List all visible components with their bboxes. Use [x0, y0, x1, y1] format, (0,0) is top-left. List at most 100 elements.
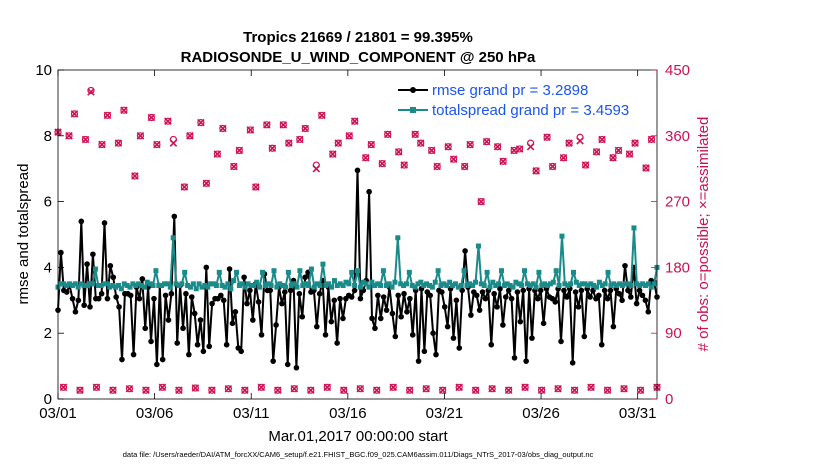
- obs-possible-point: [323, 383, 331, 391]
- rmse-point: [433, 351, 439, 358]
- totalspread-point: [498, 268, 504, 274]
- obs-assimilated-point: [405, 386, 414, 394]
- obs-assimilated-point: [515, 145, 524, 153]
- totalspread-point: [211, 281, 217, 287]
- obs-assimilated-point: [598, 135, 606, 144]
- totalspread-point: [317, 282, 323, 288]
- rmse-point: [337, 295, 343, 302]
- rmse-point: [250, 317, 256, 323]
- obs-assimilated-point: [114, 139, 123, 147]
- obs-possible-point: [631, 139, 639, 147]
- rmse-point: [223, 341, 230, 348]
- totalspread-point: [153, 268, 159, 274]
- totalspread-point: [300, 282, 306, 288]
- rmse-point: [174, 340, 181, 346]
- obs-possible-point: [433, 162, 441, 171]
- totalspread-point: [380, 268, 386, 274]
- totalspread-point: [236, 282, 242, 288]
- obs-possible-point: [263, 121, 271, 129]
- obs-assimilated-point: [142, 386, 150, 394]
- y-right-tick-label: 0: [665, 391, 673, 408]
- rmse-point: [116, 304, 122, 310]
- legend-totalspread-marker: [410, 107, 416, 113]
- obs-assimilated-point: [427, 146, 436, 155]
- rmse-point: [113, 294, 119, 300]
- obs-assimilated-point: [361, 153, 370, 162]
- rmse-point: [642, 297, 649, 304]
- totalspread-point: [634, 281, 640, 287]
- rmse-point: [293, 364, 300, 371]
- rmse-point: [395, 292, 402, 299]
- rmse-point: [633, 300, 640, 307]
- rmse-point: [491, 290, 497, 297]
- rmse-point: [561, 287, 567, 294]
- obs-possible-point: [356, 385, 364, 393]
- totalspread-point: [470, 282, 476, 288]
- totalspread-point: [228, 286, 234, 292]
- obs-assimilated-point: [488, 384, 496, 393]
- rmse-point: [453, 297, 460, 304]
- totalspread-point: [464, 282, 470, 288]
- rmse-point: [87, 304, 93, 310]
- obs-possible-point: [235, 146, 243, 155]
- rmse-point: [203, 264, 210, 271]
- y-right-tick-label: 450: [665, 62, 690, 79]
- obs-assimilated-point: [268, 144, 277, 152]
- obs-assimilated-point: [609, 153, 617, 162]
- obs-possible-point: [219, 124, 227, 133]
- totalspread-point: [487, 284, 493, 290]
- rmse-point: [159, 356, 166, 363]
- totalspread-point: [187, 284, 193, 290]
- totalspread-point: [115, 282, 121, 288]
- totalspread-point: [366, 284, 372, 290]
- rmse-point: [569, 360, 576, 366]
- totalspread-point: [588, 281, 594, 287]
- totalspread-point: [622, 281, 628, 287]
- rmse-point: [255, 299, 262, 305]
- obs-assimilated-point: [301, 124, 310, 133]
- obs-assimilated-point: [433, 162, 441, 171]
- totalspread-point: [340, 282, 346, 288]
- obs-possible-point: [136, 132, 145, 140]
- obs-assimilated-point: [477, 197, 485, 206]
- obs-assimilated-point: [65, 132, 73, 140]
- obs-assimilated-point: [510, 146, 518, 155]
- totalspread-point: [432, 279, 438, 285]
- y-tick-label: 0: [44, 391, 52, 408]
- obs-possible-point: [307, 386, 315, 394]
- rmse-point: [462, 248, 468, 254]
- rmse-point: [421, 348, 428, 355]
- obs-possible-point: [642, 164, 650, 172]
- obs-possible-point: [384, 130, 392, 138]
- series-3: [54, 88, 661, 394]
- rmse-point: [625, 287, 631, 294]
- obs-possible-point: [120, 106, 128, 114]
- totalspread-point: [280, 282, 286, 288]
- obs-assimilated-point: [526, 143, 535, 151]
- totalspread-point: [139, 282, 145, 288]
- totalspread-point: [61, 281, 67, 287]
- rmse-point: [444, 323, 451, 330]
- chart-title: Tropics 21669 / 21801 = 99.395%: [243, 29, 473, 46]
- totalspread-point: [542, 281, 548, 287]
- obs-possible-point: [164, 117, 172, 125]
- obs-assimilated-point: [636, 386, 645, 394]
- totalspread-point: [248, 282, 254, 288]
- totalspread-point: [87, 281, 93, 287]
- obs-assimilated-point: [334, 139, 343, 147]
- y-right-tick-label: 270: [665, 194, 690, 211]
- totalspread-point: [182, 269, 188, 275]
- obs-possible-point: [559, 154, 568, 162]
- rmse-point: [377, 315, 384, 322]
- totalspread-point: [602, 281, 608, 287]
- totalspread-point: [360, 279, 366, 285]
- obs-assimilated-point: [345, 132, 354, 140]
- totalspread-point: [648, 284, 654, 290]
- rmse-point: [351, 287, 358, 294]
- totalspread-point: [314, 281, 320, 287]
- totalspread-point: [331, 278, 337, 284]
- rmse-point: [95, 295, 102, 302]
- rmse-point: [142, 325, 149, 332]
- obs-possible-point: [268, 144, 276, 152]
- totalspread-point: [159, 282, 165, 288]
